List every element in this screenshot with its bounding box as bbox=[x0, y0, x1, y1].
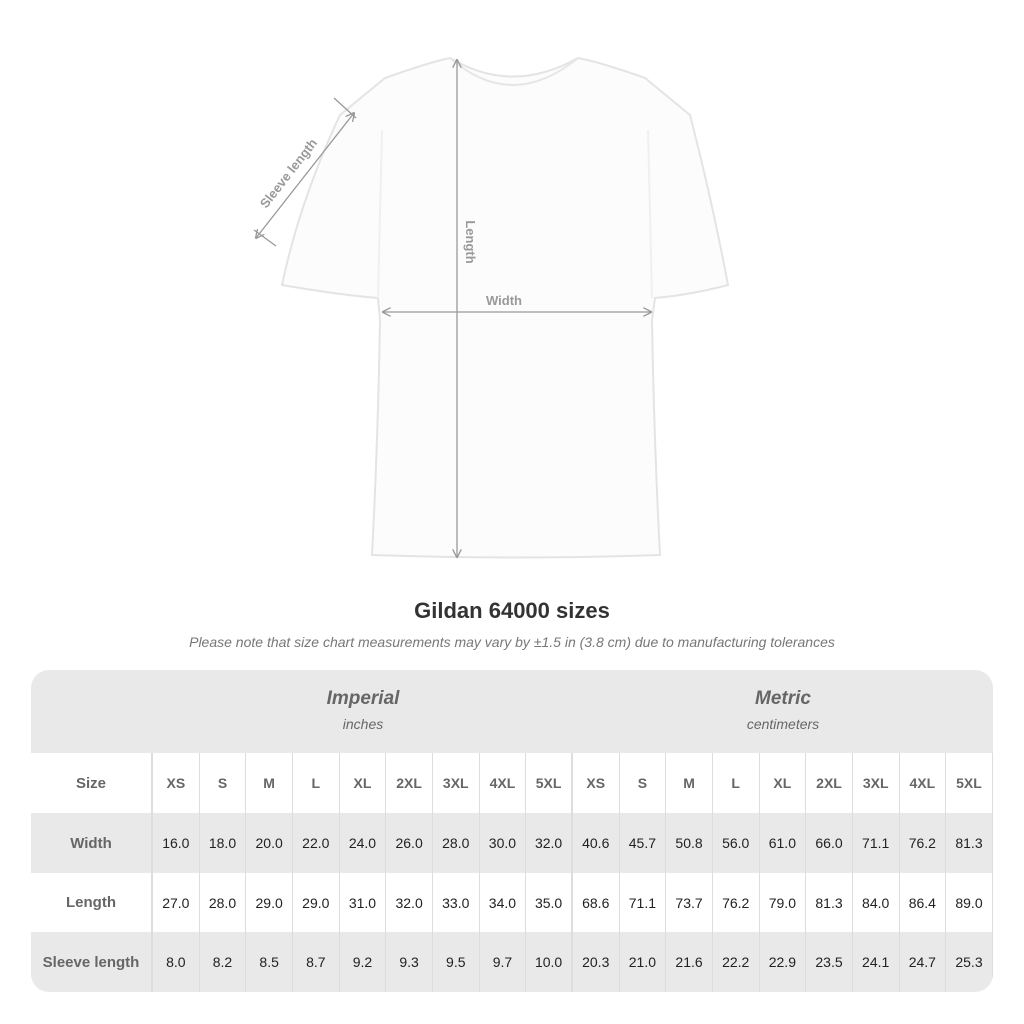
metric-label: Metric bbox=[755, 688, 811, 709]
sleeve-arrow bbox=[256, 113, 354, 238]
size-header-cell: 3XL bbox=[853, 753, 900, 813]
metric-value-cell: 81.3 bbox=[946, 813, 993, 873]
metric-value-cell: 89.0 bbox=[946, 873, 993, 932]
metric-value-cell: 45.7 bbox=[620, 813, 667, 873]
imperial-value-cell: 18.0 bbox=[200, 813, 247, 873]
size-header-cell: 2XL bbox=[386, 753, 433, 813]
size-header-cell: 5XL bbox=[526, 753, 573, 813]
imperial-value-cell: 8.7 bbox=[293, 932, 340, 992]
imperial-value-cell: 10.0 bbox=[526, 932, 573, 992]
size-header-cell: S bbox=[620, 753, 667, 813]
metric-value-cell: 22.2 bbox=[713, 932, 760, 992]
size-header-cell: L bbox=[293, 753, 340, 813]
metric-value-cell: 20.3 bbox=[573, 932, 620, 992]
metric-value-cell: 71.1 bbox=[853, 813, 900, 873]
imperial-value-cell: 29.0 bbox=[293, 873, 340, 932]
imperial-value-cell: 9.7 bbox=[480, 932, 527, 992]
imperial-value-cell: 30.0 bbox=[480, 813, 527, 873]
metric-value-cell: 23.5 bbox=[806, 932, 853, 992]
imperial-header: Imperial inches bbox=[153, 670, 573, 753]
size-header-cell: L bbox=[713, 753, 760, 813]
size-header-cell: XL bbox=[760, 753, 807, 813]
length-label: Length bbox=[463, 220, 478, 263]
metric-value-cell: 71.1 bbox=[620, 873, 667, 932]
imperial-value-cell: 8.0 bbox=[153, 932, 200, 992]
imperial-value-cell: 32.0 bbox=[386, 873, 433, 932]
row-label: Length bbox=[31, 873, 153, 932]
row-label: Sleeve length bbox=[31, 932, 153, 992]
imperial-value-cell: 8.5 bbox=[246, 932, 293, 992]
page-title: Gildan 64000 sizes bbox=[414, 598, 610, 623]
imperial-value-cell: 9.2 bbox=[340, 932, 387, 992]
table-row: Sleeve length 8.0 8.2 8.5 8.7 9.2 9.3 9.5 9.7 10.… bbox=[31, 932, 993, 992]
size-header-cell: 2XL bbox=[806, 753, 853, 813]
size-header-cell: XL bbox=[340, 753, 387, 813]
metric-value-cell: 56.0 bbox=[713, 813, 760, 873]
metric-value-cell: 86.4 bbox=[900, 873, 947, 932]
metric-header: Metric centimeters bbox=[573, 670, 993, 753]
imperial-value-cell: 24.0 bbox=[340, 813, 387, 873]
size-header-cell: 4XL bbox=[480, 753, 527, 813]
size-header-cell: 3XL bbox=[433, 753, 480, 813]
size-header-cell: M bbox=[246, 753, 293, 813]
metric-value-cell: 24.7 bbox=[900, 932, 947, 992]
metric-value-cell: 79.0 bbox=[760, 873, 807, 932]
imperial-value-cell: 35.0 bbox=[526, 873, 573, 932]
size-header-cell: 4XL bbox=[900, 753, 947, 813]
metric-value-cell: 50.8 bbox=[666, 813, 713, 873]
metric-value-cell: 81.3 bbox=[806, 873, 853, 932]
metric-value-cell: 68.6 bbox=[573, 873, 620, 932]
metric-value-cell: 21.6 bbox=[666, 932, 713, 992]
imperial-value-cell: 29.0 bbox=[246, 873, 293, 932]
imperial-value-cell: 28.0 bbox=[433, 813, 480, 873]
imperial-value-cell: 28.0 bbox=[200, 873, 247, 932]
metric-value-cell: 21.0 bbox=[620, 932, 667, 992]
size-header-cell: XS bbox=[153, 753, 200, 813]
imperial-value-cell: 31.0 bbox=[340, 873, 387, 932]
size-header-cell: 5XL bbox=[946, 753, 993, 813]
metric-value-cell: 25.3 bbox=[946, 932, 993, 992]
size-header-cell: XS bbox=[573, 753, 620, 813]
size-header-cell: M bbox=[666, 753, 713, 813]
imperial-value-cell: 22.0 bbox=[293, 813, 340, 873]
tolerance-note: Please note that size chart measurements… bbox=[189, 634, 835, 650]
imperial-value-cell: 33.0 bbox=[433, 873, 480, 932]
row-label: Size bbox=[31, 753, 153, 813]
imperial-value-cell: 9.5 bbox=[433, 932, 480, 992]
table-row: Length 27.0 28.0 29.0 29.0 31.0 32.0 33.0 34.0 35… bbox=[31, 873, 993, 932]
imperial-value-cell: 20.0 bbox=[246, 813, 293, 873]
imperial-value-cell: 34.0 bbox=[480, 873, 527, 932]
table-row: Width 16.0 18.0 20.0 22.0 24.0 26.0 28.0 30.0 32.… bbox=[31, 813, 993, 873]
imperial-unit: inches bbox=[342, 716, 384, 732]
imperial-value-cell: 27.0 bbox=[153, 873, 200, 932]
size-table: Imperial inches Metric centimeters Size X… bbox=[31, 670, 993, 992]
metric-value-cell: 76.2 bbox=[713, 873, 760, 932]
size-header-cell: S bbox=[200, 753, 247, 813]
metric-unit: centimeters bbox=[746, 716, 820, 732]
imperial-value-cell: 26.0 bbox=[386, 813, 433, 873]
metric-value-cell: 66.0 bbox=[806, 813, 853, 873]
metric-value-cell: 24.1 bbox=[853, 932, 900, 992]
row-label: Width bbox=[31, 813, 153, 873]
imperial-value-cell: 9.3 bbox=[386, 932, 433, 992]
imperial-value-cell: 32.0 bbox=[526, 813, 573, 873]
metric-value-cell: 84.0 bbox=[853, 873, 900, 932]
metric-value-cell: 73.7 bbox=[666, 873, 713, 932]
imperial-label: Imperial bbox=[326, 688, 400, 709]
metric-value-cell: 40.6 bbox=[573, 813, 620, 873]
tshirt-diagram: Sleeve length Length Width bbox=[253, 56, 730, 559]
size-header-row: Size XS S M L XL 2XL 3XL 4XL 5XL XS S M L XL 2XL 3XL 4XL 5… bbox=[31, 753, 993, 813]
width-label: Width bbox=[486, 293, 522, 308]
imperial-value-cell: 8.2 bbox=[200, 932, 247, 992]
imperial-value-cell: 16.0 bbox=[153, 813, 200, 873]
metric-value-cell: 22.9 bbox=[760, 932, 807, 992]
metric-value-cell: 76.2 bbox=[900, 813, 947, 873]
metric-value-cell: 61.0 bbox=[760, 813, 807, 873]
